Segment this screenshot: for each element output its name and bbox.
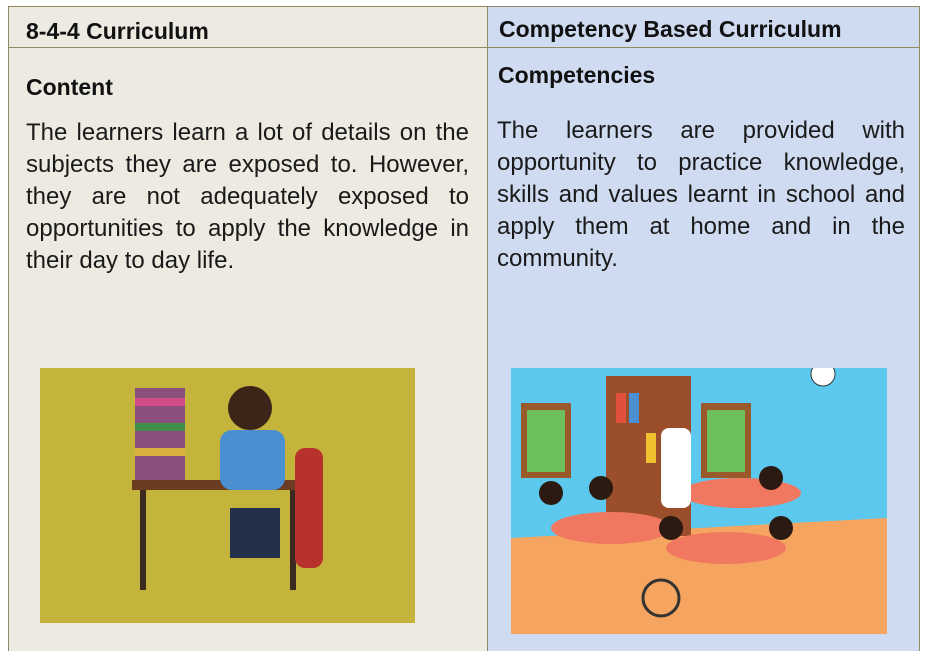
border <box>487 6 488 651</box>
body-text: The learners are provided with opportuni… <box>497 117 905 272</box>
border <box>919 6 920 651</box>
illustration <box>511 368 887 634</box>
header-cell: Competency Based Curriculum <box>487 6 919 47</box>
section-heading: Competencies <box>498 62 656 88</box>
border <box>8 47 920 48</box>
header-cell: 8-4-4 Curriculum <box>8 6 487 47</box>
border <box>8 6 920 7</box>
section-heading: Content <box>26 74 113 100</box>
border <box>8 6 9 651</box>
body-text: The learners learn a lot of details on t… <box>26 119 469 274</box>
illustration <box>40 368 415 623</box>
